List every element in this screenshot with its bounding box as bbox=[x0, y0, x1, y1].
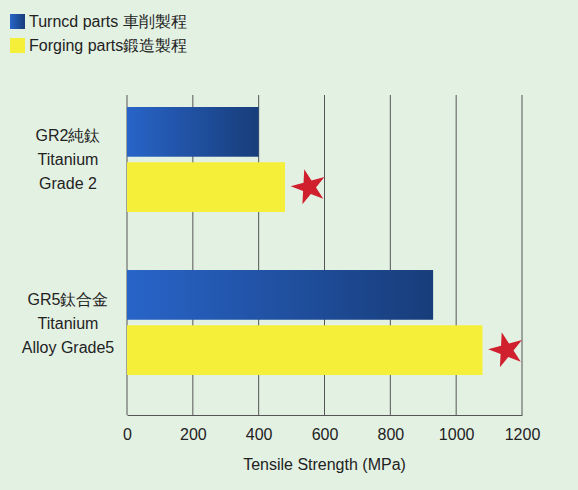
legend-label: Forging parts鍛造製程 bbox=[29, 37, 187, 54]
star bbox=[485, 328, 527, 369]
tick-label: 800 bbox=[377, 426, 404, 443]
bar bbox=[127, 270, 433, 320]
legend: Turncd parts 車削製程 Forging parts鍛造製程 bbox=[10, 13, 187, 54]
tick: 600 bbox=[312, 415, 339, 443]
tick-label: 200 bbox=[180, 426, 207, 443]
bar bbox=[127, 162, 285, 212]
tick: 400 bbox=[246, 415, 273, 443]
tick-label: 0 bbox=[123, 426, 132, 443]
tick-label: 1200 bbox=[505, 426, 541, 443]
tick-label: 600 bbox=[312, 426, 339, 443]
grid bbox=[127, 95, 522, 415]
tick: 1200 bbox=[505, 415, 541, 443]
bar bbox=[127, 107, 259, 157]
x-axis: 0 200 400 600 800 1000 1200 bbox=[123, 415, 540, 443]
category-label: GR5鈦合金TitaniumAlloy Grade5 bbox=[22, 291, 115, 356]
tick-label: 400 bbox=[246, 426, 273, 443]
legend-label: Turncd parts 車削製程 bbox=[29, 13, 187, 30]
background bbox=[0, 0, 578, 490]
grid-line bbox=[522, 95, 523, 415]
bar bbox=[127, 325, 483, 375]
x-axis-title: Tensile Strength (MPa) bbox=[243, 456, 406, 473]
axis-line bbox=[128, 415, 523, 416]
legend-swatch bbox=[10, 14, 25, 29]
tick: 1000 bbox=[439, 415, 475, 443]
tick: 800 bbox=[377, 415, 404, 443]
star bbox=[287, 165, 329, 206]
tick: 200 bbox=[180, 415, 207, 443]
bars bbox=[127, 107, 483, 375]
legend-swatch bbox=[10, 38, 25, 53]
category-label: GR2純鈦TitaniumGrade 2 bbox=[36, 127, 101, 192]
tick-label: 1000 bbox=[439, 426, 475, 443]
tick: 0 bbox=[123, 415, 132, 443]
